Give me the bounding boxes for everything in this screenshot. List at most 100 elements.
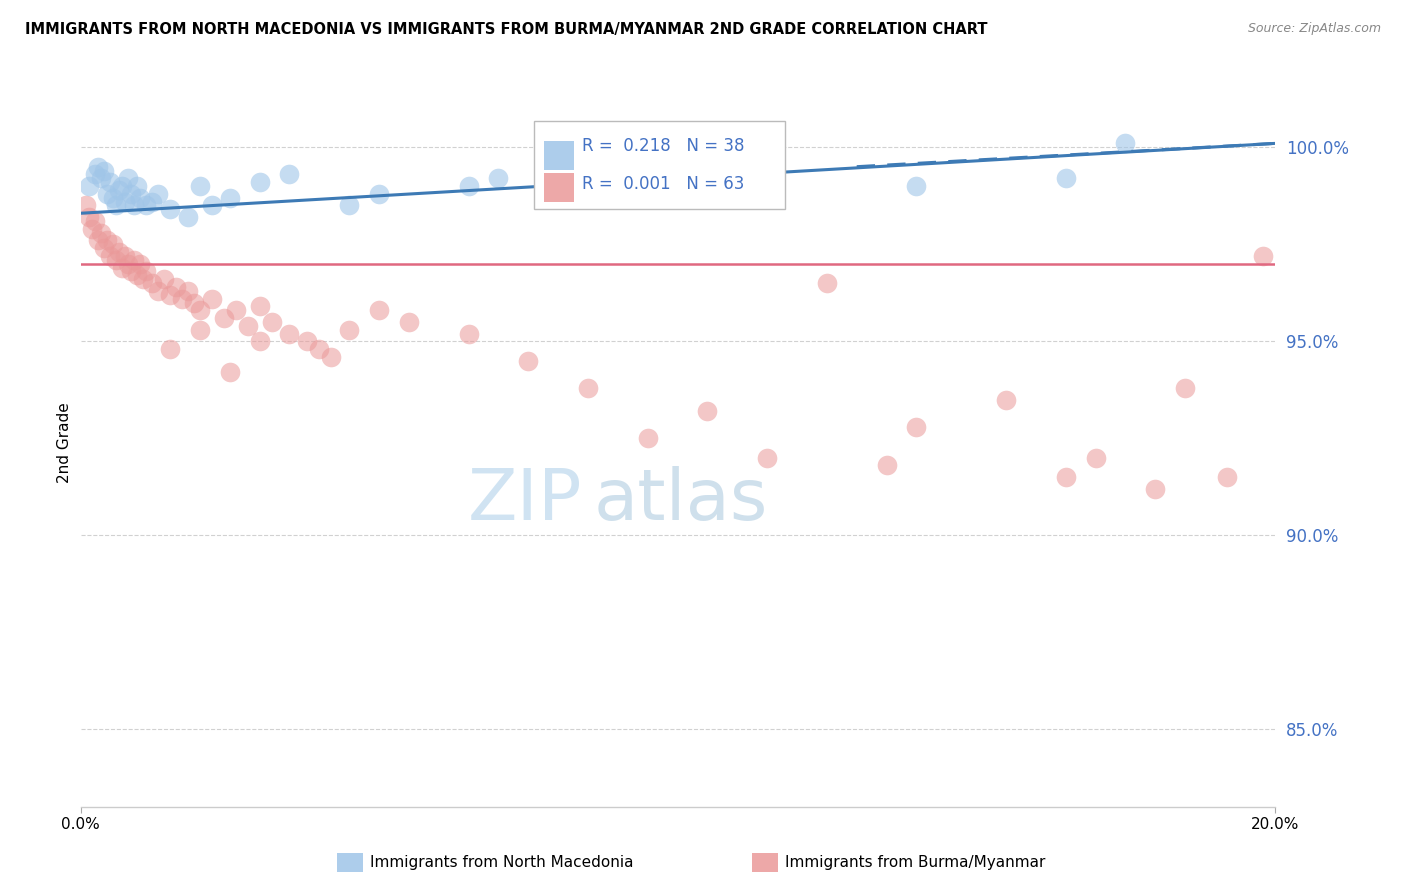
Point bbox=[756, 450, 779, 465]
Point bbox=[84, 214, 107, 228]
Point bbox=[90, 226, 112, 240]
Point bbox=[212, 311, 235, 326]
Point bbox=[236, 318, 259, 333]
Point bbox=[79, 210, 101, 224]
Point bbox=[696, 404, 718, 418]
Point bbox=[260, 315, 283, 329]
Text: atlas: atlas bbox=[593, 467, 769, 535]
Point bbox=[995, 392, 1018, 407]
Point bbox=[90, 171, 112, 186]
FancyBboxPatch shape bbox=[534, 121, 785, 209]
Point bbox=[1251, 249, 1274, 263]
Point bbox=[201, 198, 224, 212]
Point bbox=[93, 163, 115, 178]
Point bbox=[815, 276, 838, 290]
Point bbox=[103, 191, 125, 205]
Point bbox=[218, 191, 240, 205]
Point bbox=[1216, 470, 1239, 484]
Point bbox=[120, 186, 142, 201]
Point bbox=[249, 175, 271, 189]
Point bbox=[249, 299, 271, 313]
Point bbox=[79, 179, 101, 194]
Point bbox=[105, 198, 128, 212]
Point bbox=[135, 198, 157, 212]
Point bbox=[170, 292, 193, 306]
Point bbox=[1144, 482, 1167, 496]
Point bbox=[111, 260, 134, 275]
Point bbox=[122, 252, 145, 267]
Point bbox=[201, 292, 224, 306]
Point bbox=[876, 458, 898, 473]
Point bbox=[111, 179, 134, 194]
Point bbox=[278, 326, 301, 341]
Point bbox=[696, 168, 718, 182]
Point bbox=[82, 221, 104, 235]
Point bbox=[188, 303, 211, 318]
Point bbox=[1054, 171, 1077, 186]
Point bbox=[756, 160, 779, 174]
Point bbox=[308, 342, 330, 356]
Point bbox=[637, 175, 659, 189]
Point bbox=[108, 245, 131, 260]
Point bbox=[488, 171, 510, 186]
Point bbox=[398, 315, 420, 329]
Text: R =  0.218   N = 38: R = 0.218 N = 38 bbox=[582, 136, 745, 154]
Point bbox=[1114, 136, 1136, 151]
Point bbox=[177, 284, 200, 298]
Point bbox=[576, 381, 599, 395]
Point bbox=[905, 419, 928, 434]
Point bbox=[637, 431, 659, 445]
Point bbox=[159, 287, 181, 301]
Point bbox=[297, 334, 319, 349]
Text: Immigrants from Burma/Myanmar: Immigrants from Burma/Myanmar bbox=[785, 855, 1045, 870]
Point bbox=[135, 264, 157, 278]
Point bbox=[225, 303, 247, 318]
Point bbox=[457, 179, 479, 194]
Point bbox=[183, 295, 205, 310]
Point bbox=[905, 179, 928, 194]
Point bbox=[368, 303, 391, 318]
Point bbox=[337, 323, 360, 337]
Point bbox=[84, 168, 107, 182]
Point bbox=[218, 365, 240, 379]
Point bbox=[517, 353, 540, 368]
Point bbox=[321, 350, 343, 364]
FancyBboxPatch shape bbox=[544, 141, 574, 170]
Point bbox=[146, 284, 169, 298]
Point bbox=[98, 249, 121, 263]
Point bbox=[1054, 470, 1077, 484]
Text: ZIP: ZIP bbox=[468, 467, 582, 535]
Point bbox=[457, 326, 479, 341]
Point bbox=[141, 276, 163, 290]
Point bbox=[188, 323, 211, 337]
Point bbox=[127, 268, 149, 283]
Point bbox=[117, 171, 139, 186]
Point bbox=[337, 198, 360, 212]
Point bbox=[159, 342, 181, 356]
Point bbox=[127, 179, 149, 194]
Point bbox=[165, 280, 187, 294]
Point bbox=[576, 183, 599, 197]
Point bbox=[129, 191, 152, 205]
Y-axis label: 2nd Grade: 2nd Grade bbox=[58, 401, 72, 483]
Point bbox=[93, 241, 115, 255]
Point bbox=[153, 272, 176, 286]
Point bbox=[76, 198, 98, 212]
FancyBboxPatch shape bbox=[544, 173, 574, 202]
Point bbox=[103, 237, 125, 252]
Point bbox=[146, 186, 169, 201]
Point bbox=[96, 234, 118, 248]
Point bbox=[278, 168, 301, 182]
Text: IMMIGRANTS FROM NORTH MACEDONIA VS IMMIGRANTS FROM BURMA/MYANMAR 2ND GRADE CORRE: IMMIGRANTS FROM NORTH MACEDONIA VS IMMIG… bbox=[25, 22, 988, 37]
Point bbox=[132, 272, 155, 286]
Point bbox=[1084, 450, 1107, 465]
Point bbox=[105, 252, 128, 267]
Point bbox=[117, 257, 139, 271]
Point bbox=[98, 175, 121, 189]
Text: Source: ZipAtlas.com: Source: ZipAtlas.com bbox=[1247, 22, 1381, 36]
Point bbox=[87, 160, 110, 174]
Point bbox=[108, 183, 131, 197]
Point bbox=[96, 186, 118, 201]
Point bbox=[129, 257, 152, 271]
Point bbox=[249, 334, 271, 349]
